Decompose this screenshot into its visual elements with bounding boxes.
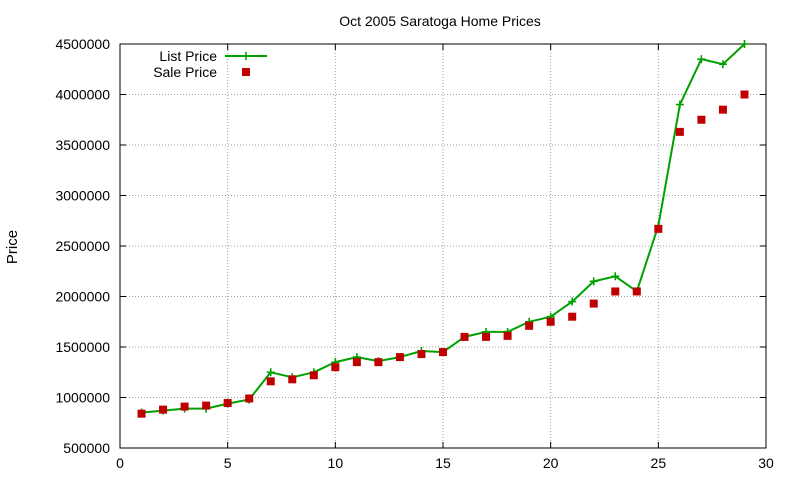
x-tick-label: 30 <box>758 455 774 471</box>
sale-price-point <box>266 377 275 386</box>
legend-label: List Price <box>159 48 217 64</box>
grid-lines <box>120 44 766 448</box>
y-tick-label: 1500000 <box>55 339 110 355</box>
y-tick-label: 2000000 <box>55 289 110 305</box>
list-price-point <box>266 368 275 377</box>
sale-price-point <box>331 363 340 372</box>
legend-plus-marker <box>242 52 250 60</box>
x-tick-label: 10 <box>328 455 344 471</box>
sale-price-point <box>697 115 706 124</box>
legend-label: Sale Price <box>153 64 217 80</box>
list-price-point <box>740 40 749 48</box>
y-tick-label: 2500000 <box>55 238 110 254</box>
x-tick-label: 0 <box>116 455 124 471</box>
sale-price-point <box>309 371 318 380</box>
sale-price-point <box>632 287 641 296</box>
list-price-point <box>697 55 706 64</box>
x-tick-label: 5 <box>224 455 232 471</box>
sale-price-point <box>503 331 512 340</box>
sale-price-point <box>352 358 361 367</box>
sale-price-point <box>525 321 534 330</box>
axes: 0 5 10 15 20 25 30 500000 1000000 1500000 2000000 2… <box>55 36 774 471</box>
sale-price-point <box>202 401 211 410</box>
sale-price-point <box>460 332 469 341</box>
sale-price-point <box>718 105 727 114</box>
sale-price-point <box>180 402 189 411</box>
sale-price-point <box>675 127 684 136</box>
sale-price-point <box>611 287 620 296</box>
list-price-point <box>718 60 727 69</box>
sale-price-point <box>740 90 749 99</box>
legend-square-marker <box>242 68 250 76</box>
sale-price-point <box>137 409 146 418</box>
list-price-point <box>611 272 620 281</box>
sale-price-point <box>546 317 555 326</box>
chart-title: Oct 2005 Saratoga Home Prices <box>339 13 541 29</box>
x-tick-label: 15 <box>435 455 451 471</box>
sale-price-point <box>417 350 426 359</box>
x-tick-label: 25 <box>651 455 667 471</box>
sale-price-point <box>223 399 232 408</box>
sale-price-point <box>589 299 598 308</box>
list-price-point <box>589 277 598 286</box>
y-tick-label: 3000000 <box>55 188 110 204</box>
sale-price-point <box>654 224 663 233</box>
list-price-point <box>568 297 577 306</box>
data-series <box>137 40 749 418</box>
sale-price-point <box>245 394 254 403</box>
sale-price-point <box>568 312 577 321</box>
sale-price-point <box>439 348 447 357</box>
list-price-point <box>675 100 684 109</box>
y-tick-label: 4500000 <box>55 36 110 52</box>
y-tick-label: 1000000 <box>55 390 110 406</box>
x-tick-label: 20 <box>543 455 559 471</box>
y-axis-label: Price <box>4 230 21 264</box>
sale-price-point <box>395 353 404 362</box>
sale-price-point <box>159 405 168 414</box>
y-tick-label: 500000 <box>63 440 110 456</box>
y-tick-label: 4000000 <box>55 87 110 103</box>
sale-price-point <box>288 375 297 384</box>
sale-price-point <box>482 332 491 341</box>
sale-price-point <box>374 358 383 367</box>
y-tick-label: 3500000 <box>55 137 110 153</box>
plot-border <box>119 43 767 449</box>
